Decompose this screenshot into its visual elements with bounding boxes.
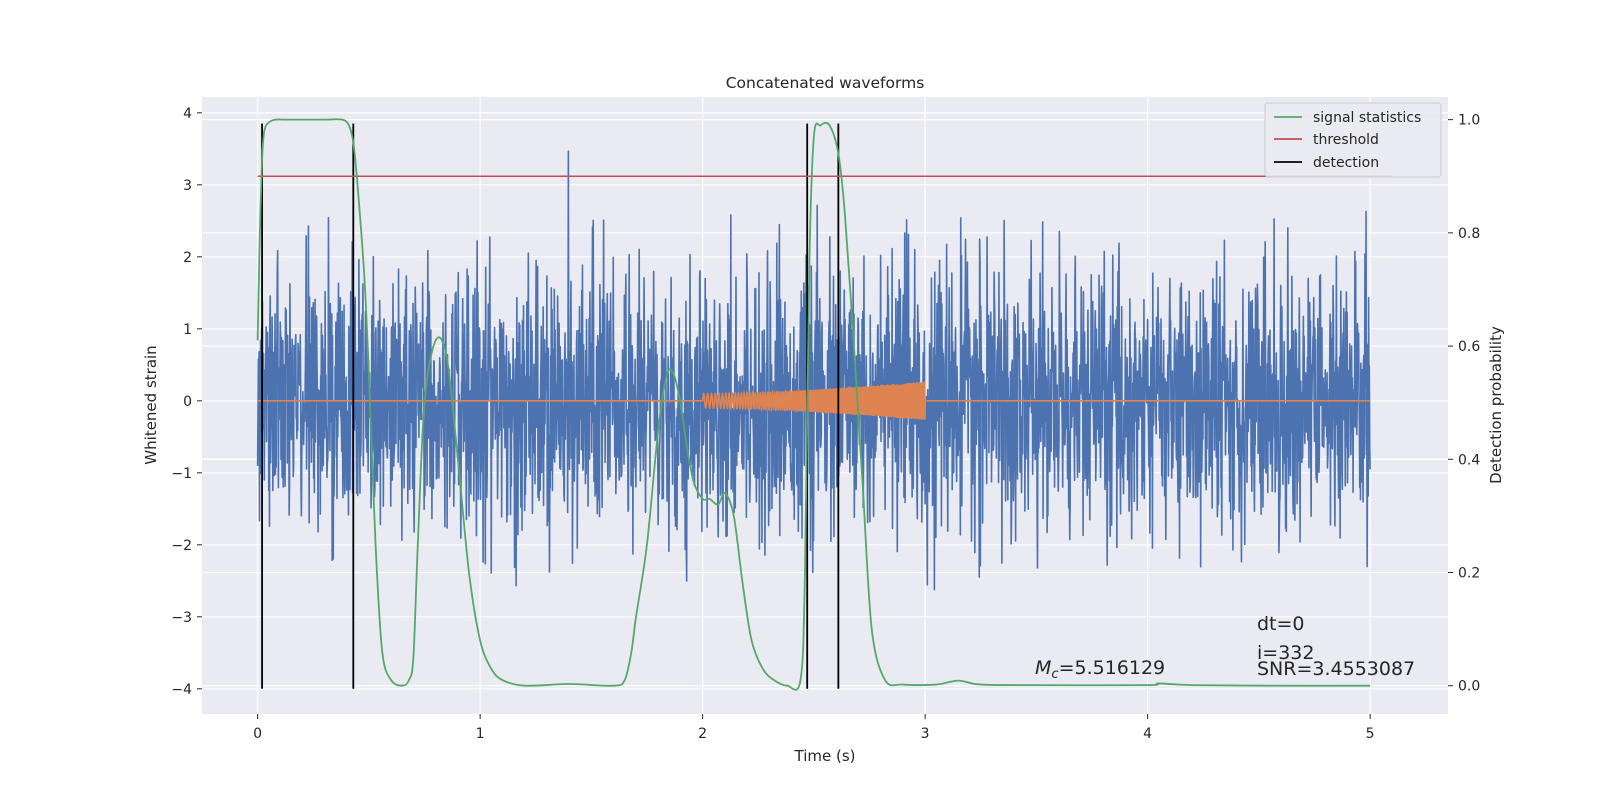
legend-label-signal-statistics: signal statistics xyxy=(1313,110,1421,126)
y2-tick-label: 1.0 xyxy=(1458,113,1480,129)
legend: signal statistics threshold detection xyxy=(1264,102,1442,178)
annotation-index: i=332 xyxy=(1257,642,1314,664)
waveform-template-series xyxy=(257,381,1371,421)
legend-box xyxy=(1264,102,1442,178)
y2-axis-title: Detection probability xyxy=(1487,326,1505,484)
x-tick-label: 1 xyxy=(476,726,485,742)
y2-tick-label: 0.8 xyxy=(1458,226,1480,242)
x-tick-label: 5 xyxy=(1366,726,1375,742)
annotation-chirp-mass: Mc=5.516129 xyxy=(1035,657,1165,682)
legend-label-detection: detection xyxy=(1313,155,1379,171)
x-tick-label: 3 xyxy=(921,726,930,742)
legend-label-threshold: threshold xyxy=(1313,132,1379,148)
x-tick-label: 0 xyxy=(253,726,262,742)
chart-title: Concatenated waveforms xyxy=(726,74,925,92)
y-tick-label: −4 xyxy=(171,682,192,698)
axes: 0 1 2 3 4 5 −4 −3 −2 −1 0 1 2 3 4 0.0 0.2 0.4 0.6 0.8 1.0 xyxy=(171,106,1480,742)
x-axis-title: Time (s) xyxy=(794,747,856,765)
annotation-dt: dt=0 xyxy=(1257,613,1305,635)
y-tick-label: 4 xyxy=(183,106,192,122)
y-tick-label: 3 xyxy=(183,178,192,194)
y-tick-label: −1 xyxy=(171,466,192,482)
y-tick-label: −2 xyxy=(171,538,192,554)
y2-tick-label: 0.0 xyxy=(1458,679,1480,695)
x-tick-label: 2 xyxy=(698,726,707,742)
annotation-snr: SNR=3.4553087 xyxy=(1257,658,1415,680)
y2-tick-label: 0.4 xyxy=(1458,452,1480,468)
signal-statistics-series xyxy=(256,118,1393,691)
y-tick-label: 1 xyxy=(183,322,192,338)
x-tick-label: 4 xyxy=(1143,726,1152,742)
y2-tick-label: 0.6 xyxy=(1458,339,1480,355)
y2-tick-label: 0.2 xyxy=(1458,565,1480,581)
signal-statistics-line xyxy=(256,118,1371,691)
y-tick-label: −3 xyxy=(171,610,192,626)
chirp-line xyxy=(257,381,1371,421)
y-axis-title: Whitened strain xyxy=(142,345,160,464)
y-tick-label: 2 xyxy=(183,250,192,266)
y-tick-label: 0 xyxy=(183,394,192,410)
